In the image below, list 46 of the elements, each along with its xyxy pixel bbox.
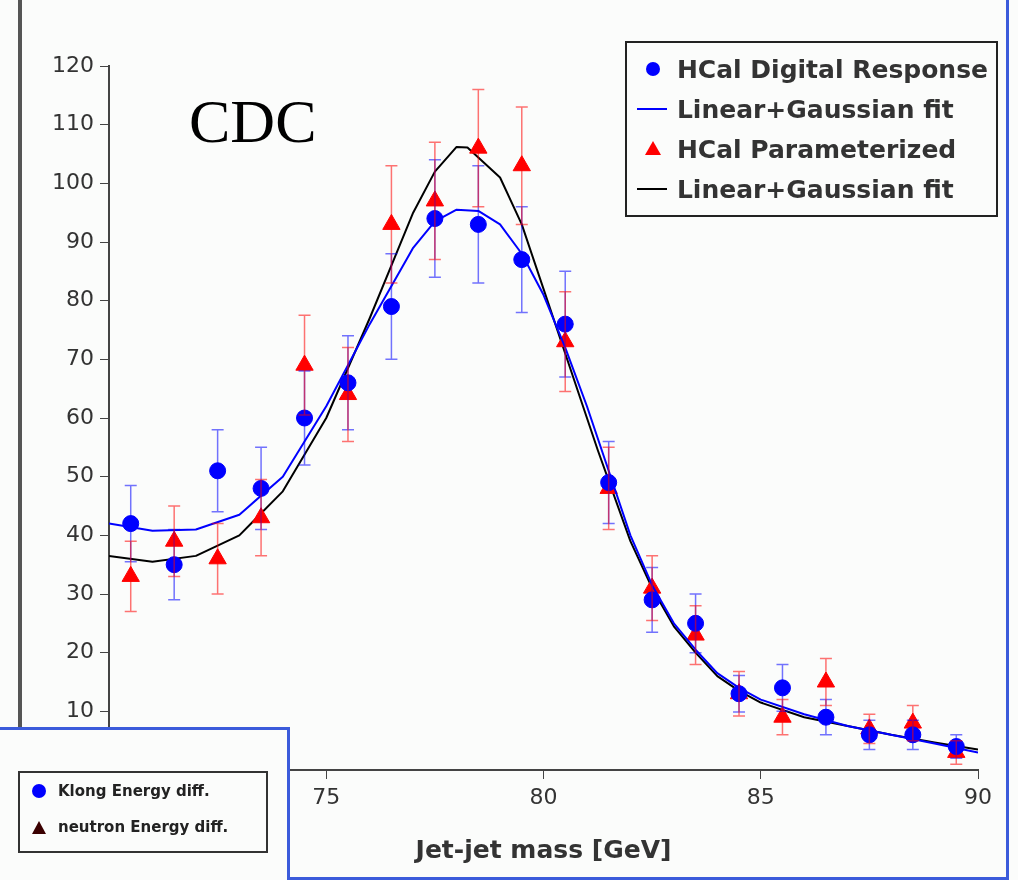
y-tick-label: 10 [66, 697, 94, 723]
annotation: CDC [189, 87, 317, 156]
point [295, 354, 314, 371]
x-axis-title: Jet-jet mass [GeV] [413, 834, 672, 864]
point [469, 137, 488, 154]
legend-label: HCal Parameterized [676, 134, 957, 164]
y-tick-label: 50 [66, 462, 94, 488]
point [904, 726, 922, 744]
point [687, 614, 705, 632]
y-tick-label: 20 [66, 638, 94, 664]
point [556, 315, 574, 333]
legend-label: HCal Digital Response [676, 54, 988, 84]
point [209, 462, 227, 480]
y-tick-label: 90 [66, 227, 94, 253]
point [382, 213, 401, 230]
point [643, 591, 661, 609]
point [425, 190, 445, 207]
x-tick-label: 75 [312, 783, 341, 809]
x-tick-label: 85 [746, 783, 775, 809]
y-tick-label: 40 [66, 521, 94, 547]
point [296, 409, 314, 427]
point [773, 679, 791, 697]
y-tick-label: 120 [52, 51, 94, 77]
point [252, 479, 270, 497]
x-tick-label: 90 [964, 783, 992, 809]
y-tick-label: 100 [52, 169, 94, 195]
point [208, 548, 227, 565]
y-tick-label: 70 [66, 345, 94, 371]
point [860, 726, 878, 744]
overlapping-window-panel: Klong Energy diff. neutron Energy diff. [0, 727, 290, 880]
y-tick-label: 80 [66, 286, 94, 312]
legend-label: Linear+Gaussian fit [676, 94, 954, 124]
y-tick-label: 60 [66, 403, 94, 429]
point [165, 556, 183, 574]
point [382, 298, 400, 316]
point [469, 215, 487, 233]
point [513, 251, 531, 269]
point [512, 155, 531, 172]
point [251, 507, 271, 524]
point [817, 708, 835, 726]
x-tick-label: 80 [529, 783, 558, 809]
point [339, 374, 357, 392]
legend-label: Linear+Gaussian fit [676, 174, 954, 204]
y-tick-label: 110 [52, 110, 94, 136]
point [122, 515, 140, 533]
y-tick-label: 30 [66, 579, 94, 605]
